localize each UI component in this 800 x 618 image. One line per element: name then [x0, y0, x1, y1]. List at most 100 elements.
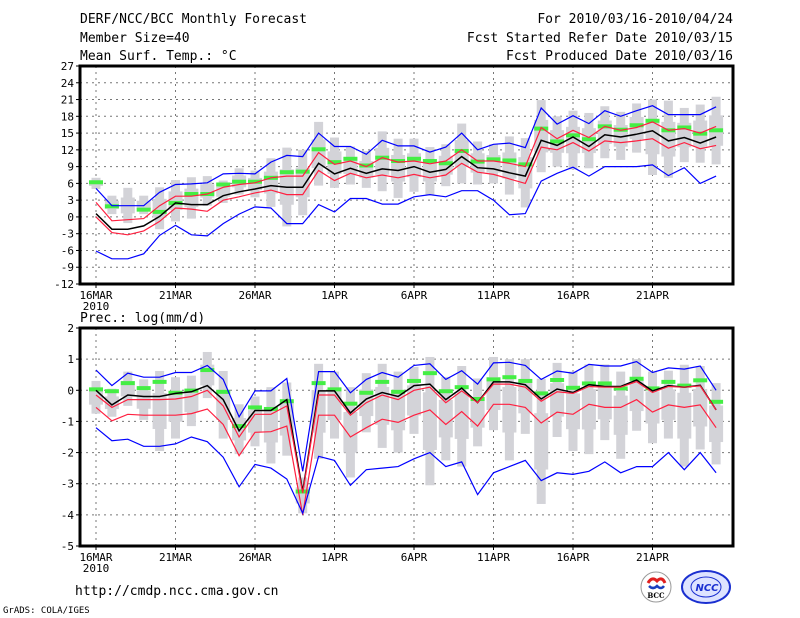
temp-series-red-lower	[95, 138, 717, 236]
precip-member-box	[693, 388, 708, 427]
precip-marker	[263, 406, 278, 411]
temp-member-box	[311, 139, 326, 169]
temp-marker	[677, 125, 692, 130]
temp-marker	[550, 139, 565, 144]
temp-marker	[295, 169, 310, 174]
temp-marker	[89, 180, 103, 185]
precip-marker	[534, 391, 549, 396]
precip-member-box	[422, 392, 437, 450]
temp-marker	[232, 179, 247, 184]
precip-marker	[407, 378, 421, 383]
precip-ytick-label: 1	[67, 353, 74, 366]
ncc-logo: NCC	[681, 570, 731, 604]
temp-xtick-label: 21APR	[636, 289, 669, 302]
temp-xtick-label: 6APR	[401, 289, 428, 302]
precip-xtick-label: 16MAR	[79, 551, 112, 564]
precip-member-box	[152, 392, 167, 430]
precip-marker	[248, 405, 262, 410]
temp-marker	[279, 170, 294, 175]
footer-url[interactable]: http://cmdp.ncc.cma.gov.cn	[75, 584, 279, 599]
temp-marker	[311, 147, 326, 152]
temp-marker	[343, 156, 358, 161]
member-size: Member Size=40	[80, 31, 190, 46]
temp-ytick-label: 9	[67, 161, 74, 174]
temp-marker	[359, 163, 374, 168]
temp-ytick-label: 6	[67, 177, 74, 190]
precip-ytick-label: -2	[61, 447, 74, 460]
precip-marker	[709, 399, 724, 404]
temp-marker	[645, 118, 660, 123]
temp-series-blue-upper	[95, 105, 717, 207]
temp-marker	[566, 133, 580, 138]
precip-marker	[661, 379, 676, 384]
bcc-logo: BCC	[640, 571, 672, 603]
precip-marker	[550, 378, 565, 383]
temp-marker	[422, 159, 437, 164]
precip-series-red-lower	[95, 398, 717, 516]
temp-series-mean	[95, 130, 717, 230]
temp-xtick-label: 11APR	[477, 289, 510, 302]
precip-marker	[184, 388, 199, 393]
precip-marker	[677, 383, 692, 388]
temp-ytick-label: 15	[61, 127, 74, 140]
temp-marker	[438, 161, 453, 166]
precip-ytick-label: -3	[61, 478, 74, 491]
precip-member-box	[263, 408, 278, 443]
temp-marker	[502, 158, 517, 163]
temperature-panel: 27 24 21 18 15 12 9 6 3 0 -3 -6 -9 -12 16MAR 21MAR 26MAR…	[54, 60, 735, 313]
precip-marker	[613, 386, 628, 391]
temp-member-box	[216, 186, 231, 197]
precip-series-mean	[95, 379, 717, 492]
grads-credit: GrADS: COLA/IGES	[3, 606, 90, 616]
precip-marker	[422, 371, 437, 376]
precip-member-box	[89, 389, 103, 405]
precip-marker	[311, 381, 326, 386]
precip-member-box	[454, 393, 469, 439]
precip-ytick-label: -5	[61, 540, 74, 553]
precip-member-box	[327, 390, 342, 421]
precip-marker	[136, 386, 151, 391]
temp-xtick-label: 21MAR	[159, 289, 192, 302]
precip-series-blue-upper	[95, 360, 717, 472]
precip-member-box	[597, 385, 612, 420]
precip-plot-frame	[78, 326, 735, 548]
precip-xtick-label: 21MAR	[159, 551, 192, 564]
precip-marker	[566, 385, 580, 390]
temp-marker	[327, 160, 342, 165]
produced-date: Fcst Produced Date 2010/03/16	[506, 49, 733, 64]
precip-member-box	[709, 405, 724, 443]
precip-marker	[597, 381, 612, 386]
precip-ytick-label: -4	[61, 509, 75, 522]
precip-marker	[502, 375, 517, 380]
temp-ytick-label: 21	[61, 94, 74, 107]
temp-series-red-upper	[95, 121, 717, 222]
precip-member-box	[502, 386, 517, 433]
precip-marker	[486, 377, 501, 382]
temp-marker	[709, 128, 724, 133]
temp-marker	[184, 192, 199, 197]
temp-ytick-label: 0	[67, 211, 74, 224]
precip-xtick-label: 6APR	[401, 551, 428, 564]
precip-marker	[645, 386, 660, 391]
precip-member-box	[613, 395, 628, 435]
temp-ytick-label: 3	[67, 194, 74, 207]
temp-marker	[216, 182, 231, 187]
temp-member-box	[422, 160, 437, 182]
precip-xtick-label: 11APR	[477, 551, 510, 564]
precip-marker	[120, 381, 135, 386]
precip-ytick-label: 2	[67, 322, 74, 335]
temp-marker	[248, 179, 262, 184]
svg-text:NCC: NCC	[695, 583, 719, 594]
precip-marker	[232, 424, 247, 429]
temp-xtick-label: 1APR	[321, 289, 348, 302]
temp-marker	[486, 157, 501, 162]
variable-label: Mean Surf. Temp.: °C	[80, 49, 237, 64]
temp-marker	[391, 159, 406, 164]
precip-marker	[216, 389, 231, 394]
precip-marker	[470, 397, 485, 402]
temp-ytick-label: 12	[61, 144, 74, 157]
temp-ytick-label: -3	[61, 228, 74, 241]
temp-xtick-label: 16APR	[556, 289, 589, 302]
precip-marker	[89, 387, 103, 392]
